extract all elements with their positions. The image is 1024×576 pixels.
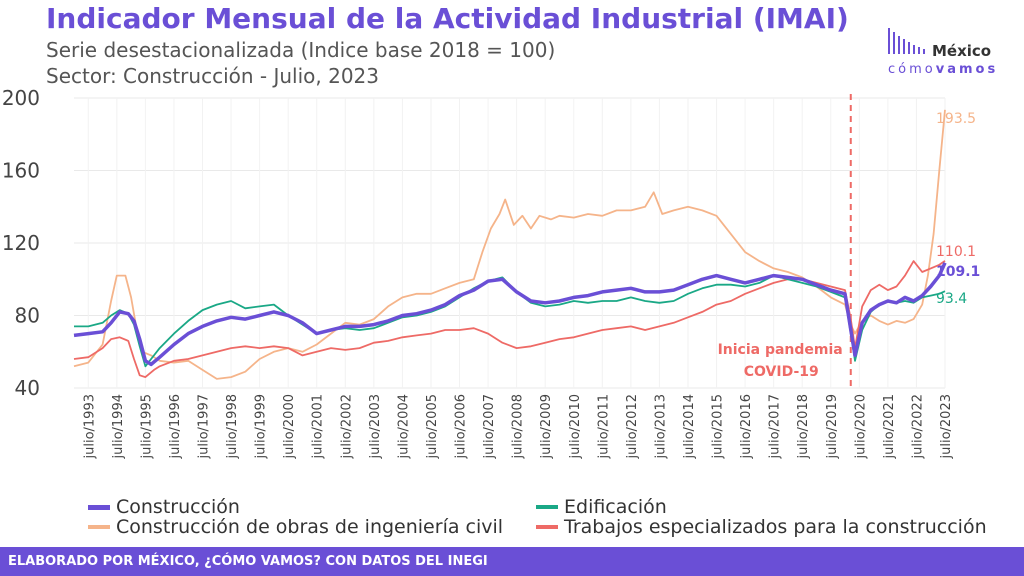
x-tick-label: julio/2017 — [768, 394, 783, 460]
end-value-label-construccion: 109.1 — [936, 264, 980, 280]
footer-source: ELABORADO POR MÉXICO, ¿CÓMO VAMOS? CON D… — [8, 554, 488, 569]
legend-item-especializados: Trabajos especializados para la construc… — [536, 516, 987, 538]
x-tick-label: julio/2015 — [711, 394, 726, 460]
x-tick-label: julio/2004 — [396, 394, 411, 460]
x-tick-label: julio/2021 — [882, 394, 897, 460]
footer-bar: ELABORADO POR MÉXICO, ¿CÓMO VAMOS? CON D… — [0, 547, 1024, 576]
series-line-ingenieria — [73, 109, 946, 380]
chart-legend: Construcción Edificación Construcción de… — [88, 496, 1018, 540]
x-tick-label: julio/2001 — [311, 394, 326, 460]
x-tick-label: julio/2022 — [910, 394, 925, 460]
x-tick-label: julio/2008 — [511, 394, 526, 460]
x-tick-label: julio/2002 — [339, 394, 354, 460]
legend-label: Trabajos especializados para la construc… — [564, 516, 987, 538]
x-tick-label: julio/2018 — [796, 394, 811, 460]
x-tick-label: julio/2019 — [825, 394, 840, 460]
logo-name: México — [932, 42, 992, 60]
x-tick-label: julio/1995 — [139, 394, 154, 460]
legend-item-construccion: Construcción — [88, 496, 240, 518]
legend-label: Edificación — [564, 496, 667, 518]
chart-subtitle: Serie desestacionalizada (Indice base 20… — [46, 38, 556, 62]
legend-swatch-construccion — [88, 504, 110, 510]
legend-label: Construcción — [116, 496, 240, 518]
x-tick-label: julio/2011 — [596, 394, 611, 460]
series-line-especializados — [73, 260, 946, 378]
x-tick-label: julio/1997 — [197, 394, 212, 460]
y-tick-label: 120 — [2, 231, 40, 255]
x-tick-label: julio/1996 — [168, 394, 183, 460]
end-value-label-edificacion: 93.4 — [936, 291, 967, 307]
x-tick-label: julio/2010 — [568, 394, 583, 460]
x-tick-label: julio/1994 — [111, 394, 126, 460]
y-tick-label: 160 — [2, 159, 40, 183]
x-tick-label: julio/2012 — [625, 394, 640, 460]
legend-label: Construcción de obras de ingeniería civi… — [116, 516, 504, 538]
x-tick-label: julio/2014 — [682, 394, 697, 460]
x-tick-label: julio/2007 — [482, 394, 497, 460]
legend-item-edificacion: Edificación — [536, 496, 667, 518]
logo: México cómovamos — [888, 20, 1008, 80]
legend-swatch-ingenieria — [88, 525, 110, 529]
series-line-construccion — [73, 262, 947, 367]
chart-title: Indicador Mensual de la Actividad Indust… — [46, 2, 849, 35]
x-tick-label: julio/1998 — [225, 394, 240, 460]
x-tick-label: julio/2016 — [739, 394, 754, 460]
y-tick-label: 80 — [15, 304, 40, 328]
y-tick-label: 40 — [15, 376, 40, 400]
x-tick-label: julio/2000 — [282, 394, 297, 460]
line-chart: 40 80 120 160 200 julio/1993 julio/1994 julio/1… — [2, 86, 980, 460]
legend-swatch-edificacion — [536, 505, 558, 509]
legend-swatch-especializados — [536, 525, 558, 529]
x-tick-label: julio/2023 — [939, 394, 954, 460]
x-tick-label: julio/2006 — [454, 394, 469, 460]
legend-item-ingenieria: Construcción de obras de ingeniería civi… — [88, 516, 503, 538]
logo-bars-icon — [888, 28, 948, 54]
chart-sector-subtitle: Sector: Construcción - Julio, 2023 — [46, 64, 380, 88]
annotation-line1: Inicia pandemia — [718, 342, 843, 358]
x-tick-label: julio/2020 — [853, 394, 868, 460]
annotation-line2: COVID-19 — [744, 364, 819, 380]
x-tick-label: julio/1993 — [82, 394, 97, 460]
end-value-label-especializados: 110.1 — [936, 244, 976, 260]
logo-tagline: cómovamos — [888, 62, 999, 77]
x-tick-label: julio/2003 — [368, 394, 383, 460]
y-tick-label: 200 — [2, 86, 40, 110]
x-tick-label: julio/2009 — [539, 394, 554, 460]
x-tick-label: julio/2013 — [653, 394, 668, 460]
x-tick-label: julio/1999 — [254, 394, 269, 460]
end-value-label-ingenieria: 193.5 — [936, 111, 976, 127]
x-tick-label: julio/2005 — [425, 394, 440, 460]
